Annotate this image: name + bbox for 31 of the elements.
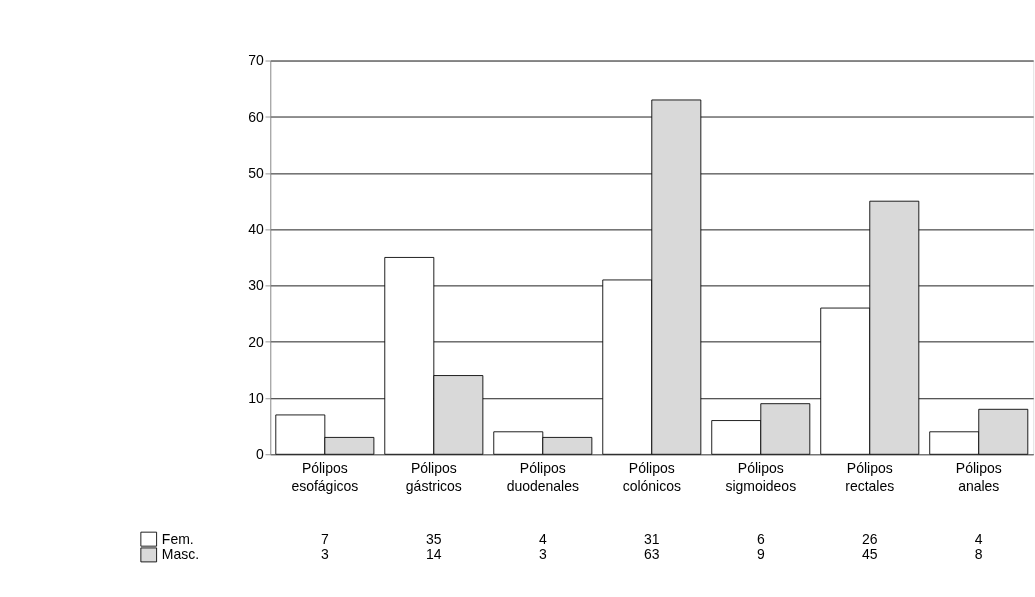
data-label: 63 [644, 546, 660, 563]
x-tick-label: Pólipos esofágicos [291, 460, 359, 494]
legend-label: Masc. [161, 546, 200, 563]
data-label: 14 [426, 546, 442, 563]
data-label: 6 [756, 530, 765, 547]
x-tick-label: Pólipos anales [955, 460, 1002, 494]
data-label: 35 [426, 530, 442, 547]
data-label: 7 [320, 530, 329, 547]
y-tick-label: 50 [248, 164, 264, 181]
data-label: 3 [538, 546, 547, 563]
data-label: 9 [756, 546, 765, 563]
x-tick-label: Pólipos rectales [845, 460, 895, 494]
data-label: 26 [861, 530, 878, 547]
y-tick-label: 40 [248, 221, 264, 238]
y-tick-label: 0 [256, 446, 264, 463]
data-label: 8 [974, 546, 983, 563]
y-tick-label: 20 [248, 333, 264, 350]
x-tick-label: Pólipos sigmoideos [725, 460, 797, 494]
x-tick-label: Pólipos colónicos [622, 460, 681, 494]
legend-label: Fem. [161, 530, 194, 547]
data-label: 4 [538, 530, 547, 547]
x-tick-label: Pólipos duodenales [506, 460, 579, 494]
data-label: 45 [861, 546, 878, 563]
y-tick-label: 70 [248, 52, 264, 69]
y-tick-label: 60 [248, 108, 264, 125]
data-label: 3 [320, 546, 329, 563]
x-tick-label: Pólipos gástricos [405, 460, 462, 494]
y-tick-label: 30 [248, 277, 264, 294]
data-label: 31 [644, 530, 660, 547]
y-tick-label: 10 [248, 389, 264, 406]
data-label: 4 [974, 530, 983, 547]
